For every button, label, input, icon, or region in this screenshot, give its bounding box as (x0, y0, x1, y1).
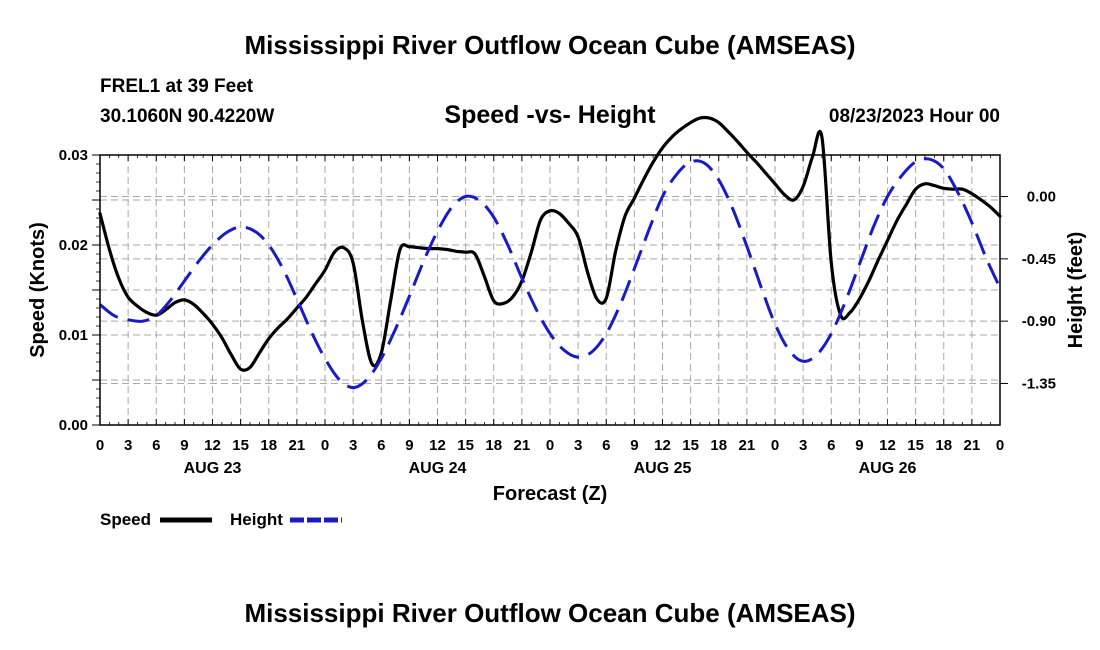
x-tick-label: 12 (429, 437, 446, 454)
x-tick-label: 6 (602, 437, 610, 454)
legend-height-label: Height (230, 510, 283, 529)
y-tick-label: 0.02 (59, 237, 88, 254)
x-tick-label: 18 (935, 437, 952, 454)
x-tick-label: 18 (260, 437, 277, 454)
chart-main-title-repeat: Mississippi River Outflow Ocean Cube (AM… (244, 598, 856, 628)
x-tick-label: 15 (457, 437, 474, 454)
station-label: FREL1 at 39 Feet (100, 76, 254, 97)
x-tick-label: 9 (855, 437, 863, 454)
y-tick-label: 0.00 (59, 417, 88, 434)
x-tick-label: 9 (180, 437, 188, 454)
x-tick-label: 0 (546, 437, 554, 454)
x-tick-label: 6 (377, 437, 385, 454)
x-tick-label: 12 (879, 437, 896, 454)
y2-tick-label: 0.00 (1027, 189, 1056, 206)
y2-tick-label: -1.35 (1022, 375, 1056, 392)
x-tick-label: 3 (349, 437, 357, 454)
chart-subtitle: Speed -vs- Height (444, 101, 656, 129)
x-tick-label: 12 (654, 437, 671, 454)
forecast-date: 08/23/2023 Hour 00 (828, 106, 1000, 127)
x-tick-label: 0 (96, 437, 104, 454)
axis-layer: 0 3 6 9 12 15 18 21 0 3 6 9 12 15 18 21 0 3 6 9 12 15 18 21 0 3 6 9… (59, 147, 1056, 477)
legend: Speed Height (100, 510, 342, 529)
y2-tick-label: -0.90 (1022, 313, 1056, 330)
x-tick-label: 15 (907, 437, 924, 454)
y2-axis-label: Height (feet) (1065, 232, 1087, 349)
x-tick-label: 0 (996, 437, 1004, 454)
x-tick-label: 0 (771, 437, 779, 454)
x-tick-label: 15 (682, 437, 699, 454)
x-tick-label: 21 (964, 437, 981, 454)
height-series-line (99, 157, 1002, 390)
x-tick-label: 6 (827, 437, 835, 454)
series-layer (98, 115, 1002, 390)
x-tick-label: 18 (485, 437, 502, 454)
x-tick-label: 21 (739, 437, 756, 454)
x-tick-label: 3 (574, 437, 582, 454)
x-tick-label: 21 (514, 437, 531, 454)
legend-speed-label: Speed (100, 510, 151, 529)
x-tick-label: 3 (124, 437, 132, 454)
x-tick-label: 6 (152, 437, 160, 454)
y-axis-label: Speed (Knots) (27, 222, 49, 358)
day-label: AUG 25 (634, 460, 692, 477)
x-tick-label: 18 (710, 437, 727, 454)
x-tick-label: 0 (321, 437, 329, 454)
x-tick-label: 9 (630, 437, 638, 454)
x-tick-label: 9 (405, 437, 413, 454)
y-tick-label: 0.01 (59, 327, 88, 344)
y2-tick-label: -0.45 (1022, 251, 1056, 268)
station-coordinates: 30.1060N 90.4220W (100, 106, 275, 127)
day-label: AUG 24 (409, 460, 467, 477)
x-tick-label: 12 (204, 437, 221, 454)
y-tick-label: 0.03 (59, 147, 88, 164)
x-axis-label: Forecast (Z) (493, 483, 607, 505)
x-tick-label: 21 (289, 437, 306, 454)
x-tick-label: 3 (799, 437, 807, 454)
speed-series-line (98, 115, 1002, 372)
day-label: AUG 23 (184, 460, 242, 477)
grid-layer (100, 155, 1000, 425)
day-label: AUG 26 (859, 460, 917, 477)
x-tick-label: 15 (232, 437, 249, 454)
chart-main-title: Mississippi River Outflow Ocean Cube (AM… (244, 30, 856, 60)
speed-height-chart: 0 3 6 9 12 15 18 21 0 3 6 9 12 15 18 21 0 3 6 9 12 15 18 21 0 3 6 9… (27, 115, 1087, 529)
